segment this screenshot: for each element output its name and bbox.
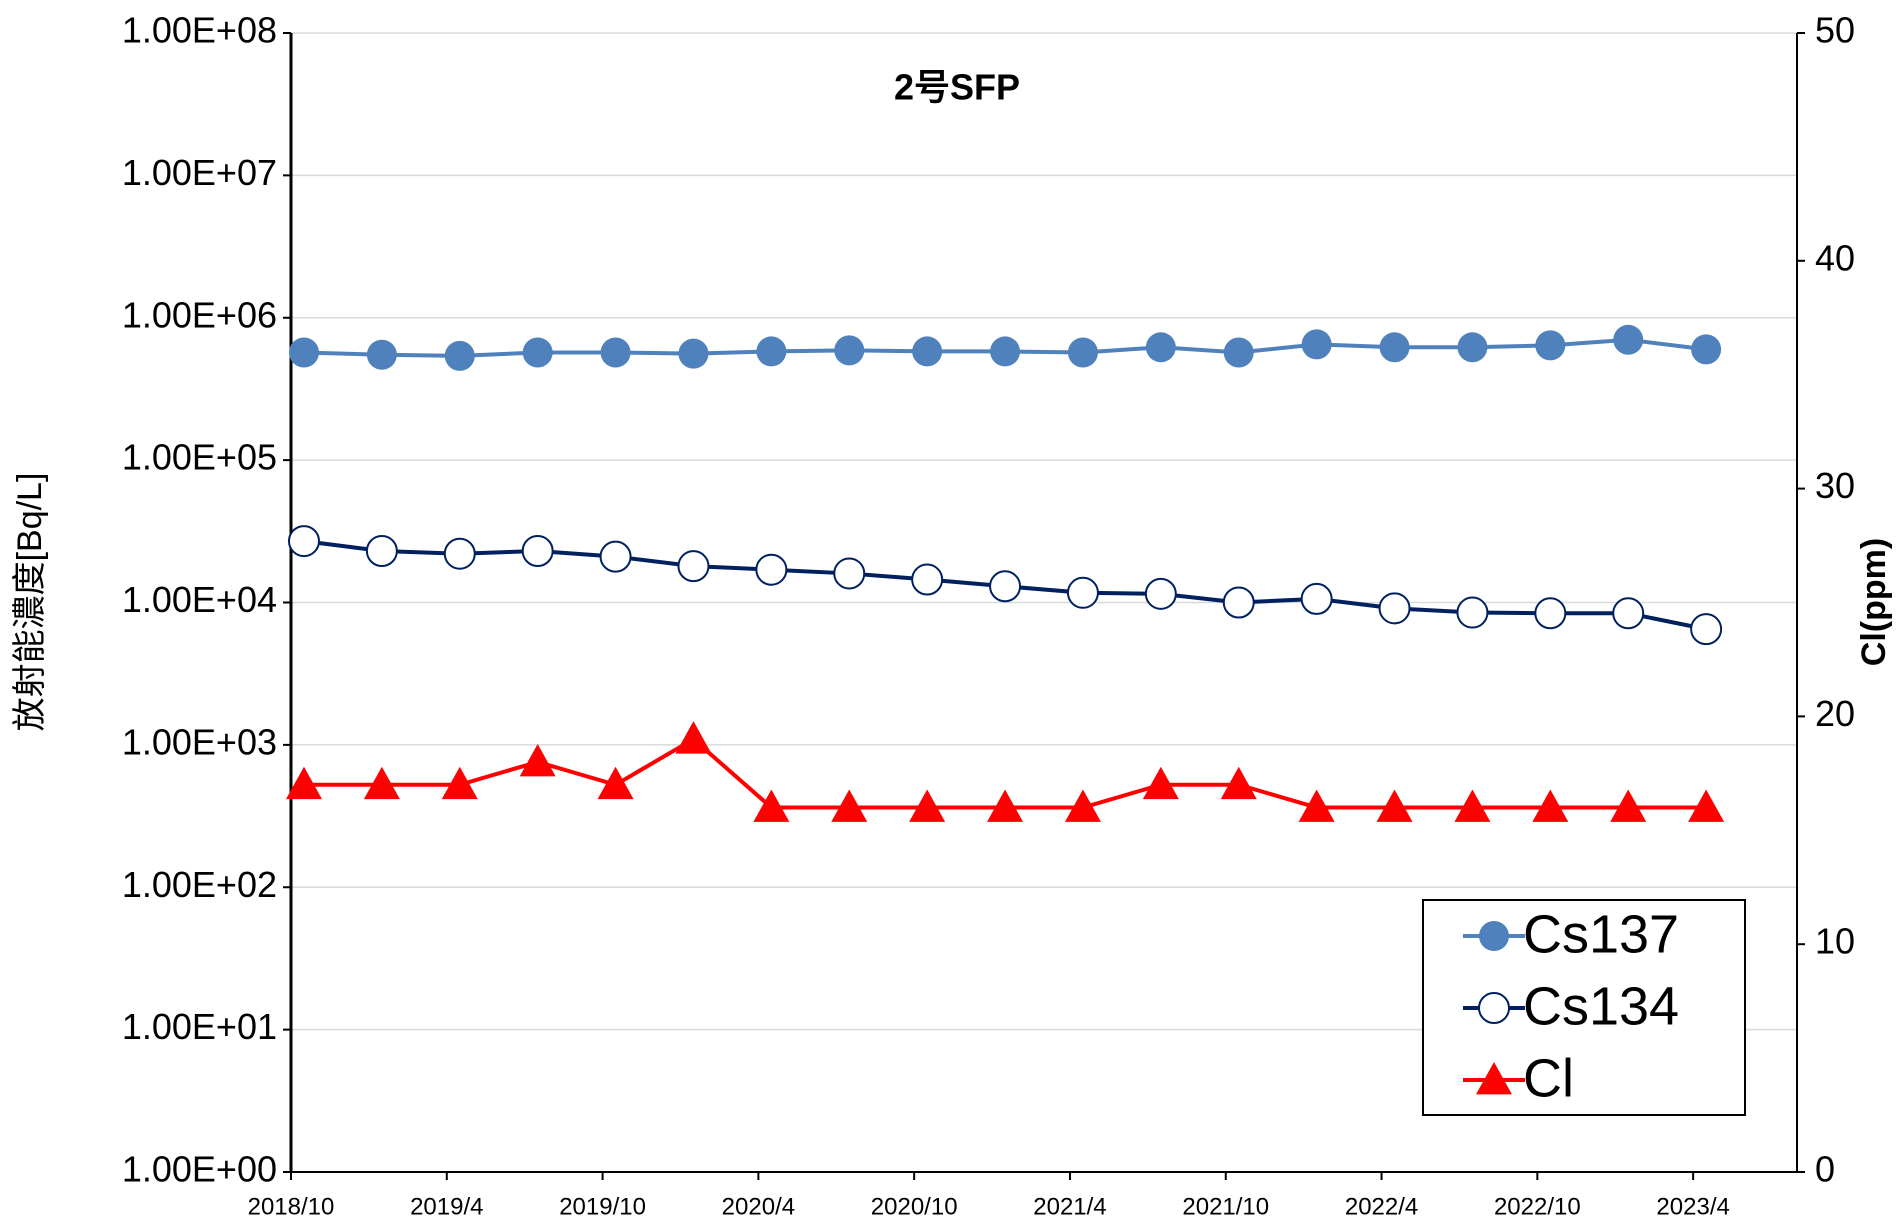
marker	[1142, 766, 1179, 800]
y2-tick-label: 50	[1815, 10, 1855, 51]
legend-label: Cs137	[1523, 904, 1679, 964]
marker	[1067, 337, 1098, 368]
marker	[831, 789, 868, 822]
marker	[990, 336, 1021, 367]
y2-tick-label: 20	[1815, 693, 1855, 734]
marker	[1222, 586, 1255, 619]
marker	[753, 789, 790, 822]
x-tick-label: 2022/10	[1494, 1193, 1581, 1220]
legend-label: Cs134	[1523, 976, 1679, 1036]
marker	[600, 337, 631, 368]
marker	[1534, 597, 1567, 630]
marker	[1145, 332, 1176, 363]
y-tick-label: 1.00E+07	[122, 152, 277, 193]
marker	[1378, 592, 1411, 625]
y2-tick-label: 40	[1815, 237, 1855, 278]
marker	[597, 766, 634, 800]
marker	[675, 721, 712, 754]
marker	[1610, 789, 1647, 822]
marker	[522, 337, 553, 368]
marker	[756, 336, 787, 367]
x-tick-label: 2018/10	[248, 1193, 335, 1220]
y2-tick-label: 0	[1815, 1149, 1835, 1190]
y-tick-label: 1.00E+00	[122, 1149, 277, 1190]
marker	[1690, 613, 1723, 646]
marker	[677, 550, 710, 583]
legend-marker	[1478, 992, 1510, 1024]
x-tick-label: 2021/4	[1033, 1193, 1106, 1220]
marker	[1613, 324, 1644, 355]
marker	[1454, 789, 1491, 822]
marker	[1064, 789, 1101, 822]
legend-label: Cl	[1523, 1048, 1574, 1108]
marker	[755, 553, 788, 586]
marker	[287, 525, 320, 558]
marker	[363, 766, 400, 800]
x-tick-label: 2019/4	[410, 1193, 483, 1220]
marker	[1456, 596, 1489, 629]
marker	[1535, 330, 1566, 361]
marker	[1379, 332, 1410, 363]
marker	[441, 766, 478, 800]
marker	[1223, 337, 1254, 368]
marker	[834, 335, 865, 366]
marker	[1376, 789, 1413, 822]
marker	[678, 338, 709, 369]
marker	[443, 537, 476, 570]
y2-axis-label: Cl(ppm)	[1855, 538, 1893, 666]
marker	[599, 540, 632, 573]
marker	[833, 557, 866, 590]
x-tick-label: 2022/4	[1345, 1193, 1418, 1220]
marker	[1144, 577, 1177, 610]
marker	[1300, 582, 1333, 615]
marker	[519, 743, 556, 777]
x-tick-label: 2020/10	[871, 1193, 958, 1220]
marker	[911, 563, 944, 596]
marker	[1457, 332, 1488, 363]
marker	[1301, 329, 1332, 360]
marker	[1691, 334, 1722, 365]
x-tick-label: 2021/10	[1182, 1193, 1269, 1220]
marker	[366, 339, 397, 370]
marker	[1688, 789, 1725, 822]
marker	[521, 534, 554, 567]
marker	[1532, 789, 1569, 822]
y-tick-label: 1.00E+04	[122, 579, 277, 620]
marker	[987, 789, 1024, 822]
marker	[909, 789, 946, 822]
y-tick-label: 1.00E+02	[122, 864, 277, 905]
marker	[288, 337, 319, 368]
x-tick-label: 2020/4	[722, 1193, 795, 1220]
marker	[444, 340, 475, 371]
chart-title: 2号SFP	[894, 67, 1020, 108]
y-tick-label: 1.00E+08	[122, 10, 277, 51]
legend-marker	[1479, 921, 1509, 951]
y2-tick-label: 30	[1815, 465, 1855, 506]
y-tick-label: 1.00E+01	[122, 1006, 277, 1047]
marker	[1298, 789, 1335, 822]
y-axis-label: 放射能濃度[Bq/L]	[11, 473, 49, 732]
y-tick-label: 1.00E+06	[122, 294, 277, 335]
marker	[285, 766, 322, 800]
y-tick-label: 1.00E+05	[122, 437, 277, 478]
y2-tick-label: 10	[1815, 921, 1855, 962]
x-tick-label: 2023/4	[1656, 1193, 1729, 1220]
y-tick-label: 1.00E+03	[122, 721, 277, 762]
marker	[1220, 766, 1257, 800]
legend-marker	[1476, 1062, 1512, 1095]
marker	[989, 570, 1022, 603]
marker	[912, 336, 943, 367]
marker	[365, 534, 398, 567]
x-tick-label: 2019/10	[559, 1193, 646, 1220]
marker	[1066, 576, 1099, 609]
marker	[1612, 597, 1645, 630]
